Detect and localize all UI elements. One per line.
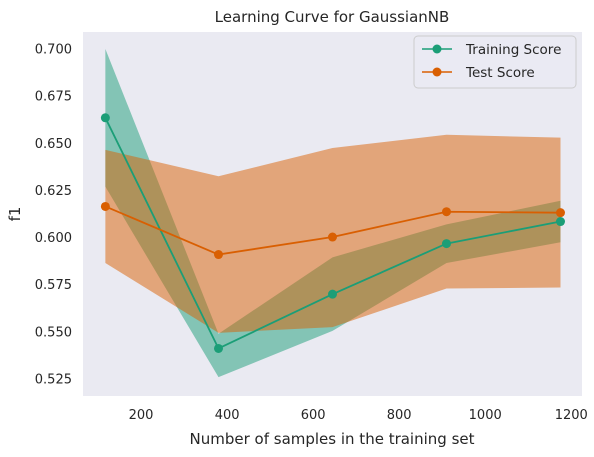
- legend-label-training: Training Score: [465, 42, 561, 58]
- legend-box: [413, 35, 577, 89]
- legend-marker-test: [432, 67, 442, 77]
- y-tick-label: 0.625: [35, 184, 72, 199]
- y-tick-label: 0.675: [35, 90, 72, 105]
- y-tick-label: 0.575: [35, 278, 72, 293]
- y-tick-label: 0.650: [35, 137, 72, 152]
- point-test: [214, 250, 223, 260]
- legend: Training Score Test Score: [413, 35, 577, 89]
- point-training: [100, 113, 110, 123]
- legend-marker-training: [432, 44, 442, 54]
- y-axis-ticks: 0.525 0.550 0.575 0.600 0.625 0.650 0.675 0.700: [35, 42, 72, 387]
- x-tick-label: 1000: [469, 408, 502, 423]
- x-axis-label: Number of samples in the training set: [190, 430, 475, 448]
- y-tick-label: 0.700: [35, 42, 72, 57]
- point-training: [555, 217, 565, 227]
- x-tick-label: 600: [301, 408, 326, 423]
- x-tick-label: 200: [129, 408, 154, 423]
- point-test: [100, 201, 110, 211]
- y-axis-label: f1: [6, 207, 24, 222]
- point-training: [328, 289, 337, 299]
- y-tick-label: 0.525: [35, 373, 72, 388]
- y-tick-label: 0.550: [35, 325, 72, 340]
- point-training: [214, 343, 223, 353]
- x-tick-label: 400: [215, 408, 240, 423]
- chart-title: Learning Curve for GaussianNB: [215, 8, 450, 26]
- point-test: [328, 232, 337, 242]
- point-test: [555, 208, 565, 218]
- point-training: [442, 239, 451, 249]
- legend-label-test: Test Score: [465, 65, 535, 81]
- x-tick-label: 800: [387, 408, 412, 423]
- series-lines: [100, 113, 565, 353]
- x-axis-ticks: 200 400 600 800 1000 1200: [129, 408, 588, 423]
- point-test: [442, 207, 451, 217]
- y-tick-label: 0.600: [35, 231, 72, 246]
- x-tick-label: 1200: [555, 408, 588, 423]
